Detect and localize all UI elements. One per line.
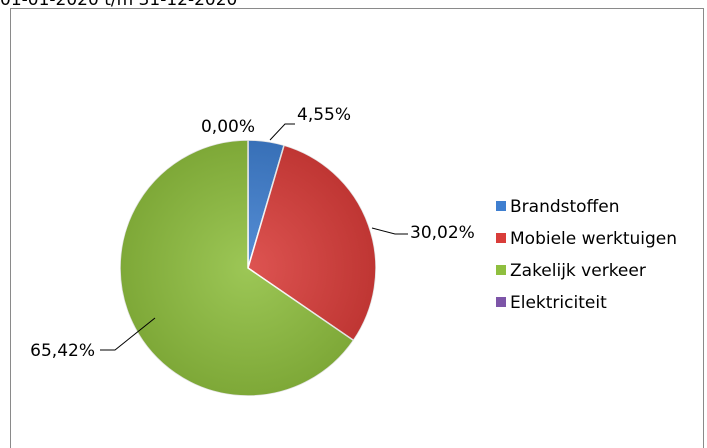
data-label-mobiele-werktuigen: 30,02% bbox=[410, 223, 475, 243]
legend-swatch-elektriciteit bbox=[496, 297, 506, 307]
data-label-brandstoffen: 4,55% bbox=[297, 105, 351, 125]
legend-label-mobiele-werktuigen: Mobiele werktuigen bbox=[510, 229, 677, 249]
legend-label-brandstoffen: Brandstoffen bbox=[510, 197, 620, 217]
legend-swatch-brandstoffen bbox=[496, 201, 506, 211]
data-label-elektriciteit: 0,00% bbox=[201, 117, 255, 137]
legend-label-zakelijk-verkeer: Zakelijk verkeer bbox=[510, 261, 646, 281]
leader-line-mobiele-werktuigen bbox=[371, 227, 408, 235]
leader-line-zakelijk-verkeer bbox=[100, 317, 156, 351]
chart-frame bbox=[10, 8, 704, 448]
legend-swatch-zakelijk-verkeer bbox=[496, 265, 506, 275]
legend-label-elektriciteit: Elektriciteit bbox=[510, 293, 607, 313]
leader-line-brandstoffen bbox=[269, 123, 295, 141]
data-label-zakelijk-verkeer: 65,42% bbox=[30, 341, 95, 361]
legend-swatch-mobiele-werktuigen bbox=[496, 233, 506, 243]
period-title: 01-01-2020 t/m 31-12-2020 bbox=[0, 0, 238, 10]
